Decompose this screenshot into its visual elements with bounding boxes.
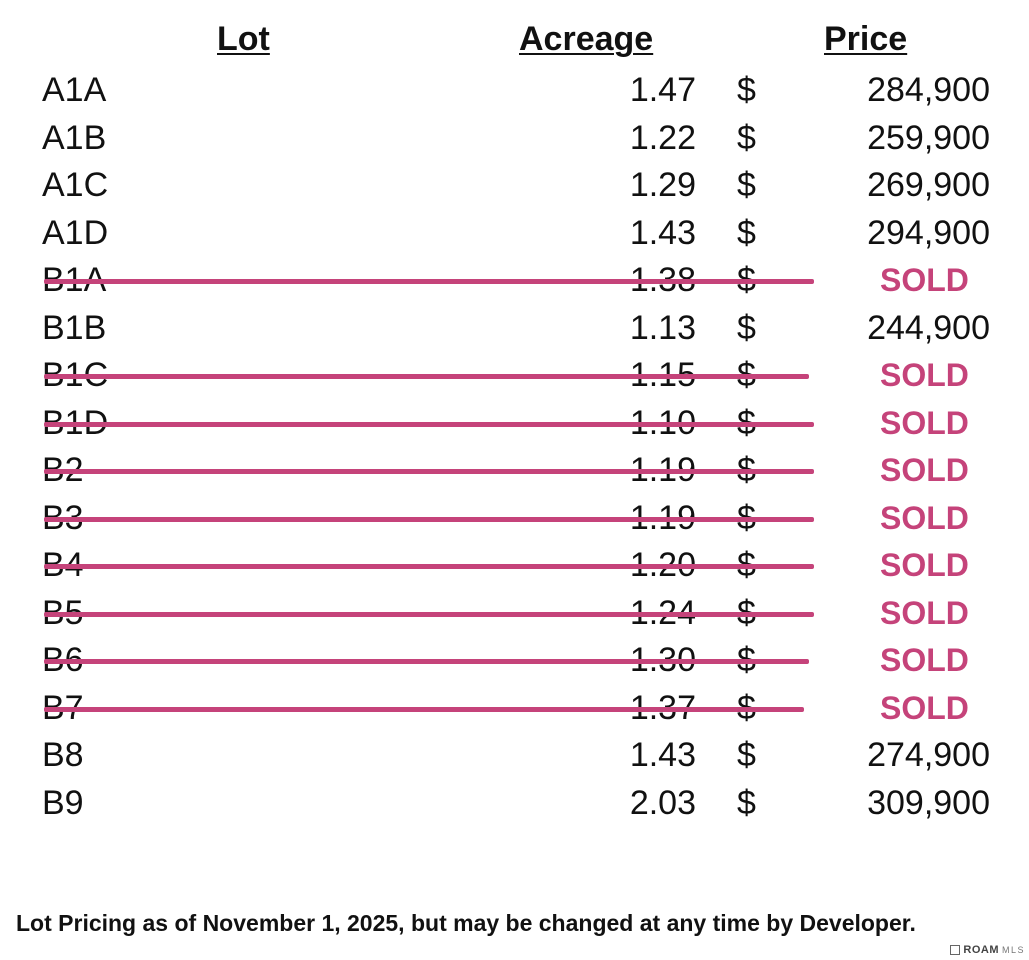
- table-row: B9 2.03 $309,900: [0, 783, 1029, 831]
- lot-acreage: 1.22: [629, 118, 696, 157]
- lot-id: A1D: [42, 213, 109, 252]
- table-row: B1B 1.13 $244,900: [0, 308, 1029, 356]
- strikethrough-line: [44, 611, 814, 617]
- sold-label: SOLD: [880, 689, 969, 726]
- header-lot: Lot: [217, 20, 270, 58]
- header-acreage: Acreage: [519, 20, 654, 58]
- sold-label: SOLD: [880, 642, 969, 678]
- table-row: B31.19$SOLD: [0, 498, 1029, 546]
- currency-symbol: $: [737, 166, 756, 204]
- table-row: A1C 1.29 $269,900: [0, 165, 1029, 213]
- strikethrough-line: [44, 374, 809, 379]
- table-row: A1B 1.22 $259,900: [0, 118, 1029, 166]
- lot-price: 259,900: [867, 118, 990, 157]
- lot-acreage: 1.47: [629, 71, 696, 109]
- watermark-suffix: MLS: [1001, 945, 1025, 955]
- table-row: A1D 1.43 $294,900: [0, 213, 1029, 261]
- header-price: Price: [824, 20, 908, 58]
- lot-price: 284,900: [867, 71, 990, 109]
- currency-symbol: $: [737, 308, 756, 347]
- building-icon: [950, 945, 961, 955]
- table-row: B8 1.43 $274,900: [0, 735, 1029, 783]
- currency-symbol: $: [737, 118, 756, 157]
- lot-price: 274,900: [867, 736, 990, 774]
- lot-acreage: 1.43: [629, 736, 696, 774]
- table-row: B51.24$SOLD: [0, 593, 1029, 641]
- lot-id: B9: [42, 783, 84, 822]
- sold-label: SOLD: [880, 262, 969, 298]
- table-row: B21.19$SOLD: [0, 450, 1029, 498]
- table-row: B71.37$SOLD: [0, 688, 1029, 736]
- currency-symbol: $: [737, 213, 756, 252]
- sold-label: SOLD: [880, 357, 969, 393]
- table-row: A1A 1.47 $284,900: [0, 70, 1029, 118]
- lot-price: 309,900: [867, 783, 990, 822]
- sold-label: SOLD: [880, 452, 969, 488]
- table-row: B41.20$SOLD: [0, 545, 1029, 593]
- lot-acreage: 1.13: [629, 308, 696, 347]
- sold-label: SOLD: [880, 499, 969, 536]
- lot-id: B1B: [42, 308, 107, 347]
- sold-label: SOLD: [880, 404, 969, 441]
- table-row: B61.30$SOLD: [0, 640, 1029, 688]
- watermark-brand: ROAM: [963, 944, 999, 956]
- lot-id: B8: [42, 736, 84, 774]
- strikethrough-line: [44, 421, 814, 427]
- lot-price: 294,900: [867, 213, 990, 252]
- currency-symbol: $: [737, 736, 756, 774]
- strikethrough-line: [44, 516, 814, 522]
- currency-symbol: $: [737, 783, 756, 822]
- strikethrough-line: [44, 564, 814, 569]
- lot-id: A1C: [42, 166, 109, 204]
- sold-label: SOLD: [880, 594, 969, 631]
- sold-label: SOLD: [880, 547, 969, 583]
- lot-id: A1A: [42, 71, 107, 109]
- currency-symbol: $: [737, 71, 756, 109]
- lot-price: 244,900: [867, 308, 990, 347]
- lot-price: 269,900: [867, 166, 990, 204]
- lot-acreage: 1.43: [629, 213, 696, 252]
- strikethrough-line: [44, 469, 814, 474]
- lot-acreage: 2.03: [629, 783, 696, 822]
- watermark-logo: ROAM MLS: [950, 944, 1025, 956]
- strikethrough-line: [44, 706, 804, 712]
- lot-id: A1B: [42, 118, 107, 157]
- lot-acreage: 1.29: [629, 166, 696, 204]
- strikethrough-line: [44, 279, 814, 284]
- footer-note: Lot Pricing as of November 1, 2025, but …: [16, 910, 916, 936]
- strikethrough-line: [44, 659, 809, 664]
